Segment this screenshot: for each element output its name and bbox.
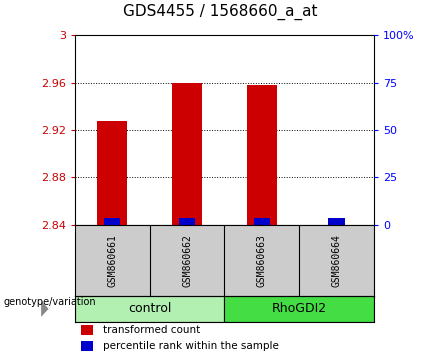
Bar [104,218,121,225]
Bar [97,121,127,225]
Text: RhoGDI2: RhoGDI2 [271,302,327,315]
Bar [75,296,224,322]
Bar [247,85,277,225]
Text: percentile rank within the sample: percentile rank within the sample [103,341,279,351]
Text: GDS4455 / 1568660_a_at: GDS4455 / 1568660_a_at [123,4,317,21]
Polygon shape [41,301,49,317]
Bar [81,341,93,351]
Bar [253,218,270,225]
Text: GSM860664: GSM860664 [332,234,341,287]
Text: genotype/variation: genotype/variation [4,297,96,307]
Bar [224,296,374,322]
Text: GSM860662: GSM860662 [182,234,192,287]
Bar [172,83,202,225]
Bar [328,218,345,225]
Bar [81,325,93,335]
Text: control: control [128,302,171,315]
Text: GSM860661: GSM860661 [107,234,117,287]
Text: transformed count: transformed count [103,325,200,335]
Text: GSM860663: GSM860663 [257,234,267,287]
Bar [179,218,195,225]
